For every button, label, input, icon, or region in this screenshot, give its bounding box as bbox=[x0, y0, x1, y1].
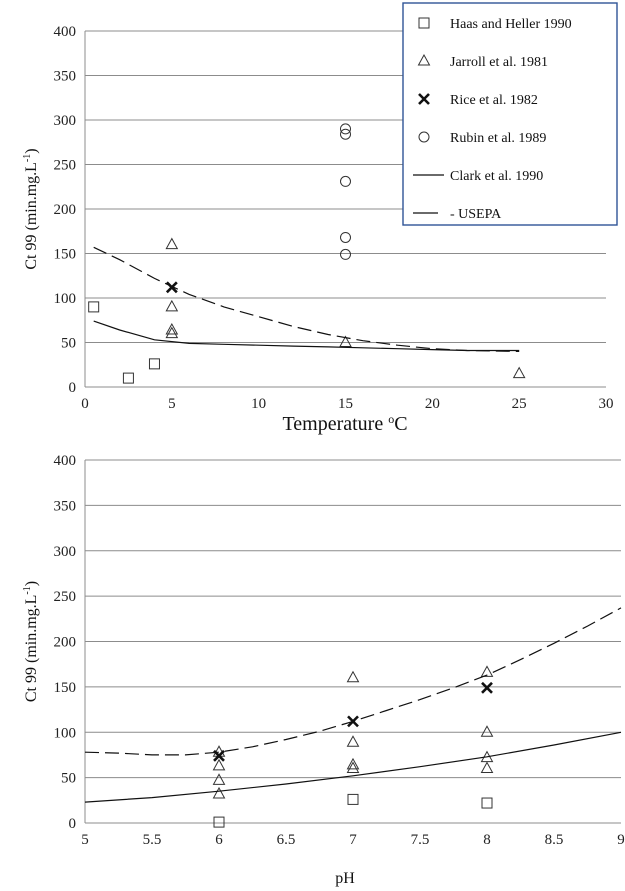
legend-haas-label: Haas and Heller 1990 bbox=[450, 17, 572, 32]
haas-point bbox=[347, 793, 359, 805]
temperature-chart: 0 50 100 150 200 250 300 350 400 0 5 10 15 20 25 30 Temp… bbox=[22, 24, 614, 435]
haas-point bbox=[122, 372, 134, 384]
y-tick-label: 0 bbox=[69, 816, 77, 832]
y-tick-label: 50 bbox=[61, 336, 76, 352]
jarroll-point bbox=[346, 735, 360, 747]
y-tick-label: 250 bbox=[54, 589, 77, 605]
rubin-point bbox=[340, 123, 351, 135]
usepa-curve bbox=[84, 607, 622, 756]
x-tick-label: 20 bbox=[425, 396, 440, 412]
y-tick-label: 150 bbox=[54, 247, 77, 263]
x-tick-label: 8.5 bbox=[545, 832, 564, 848]
legend-rubin-label: Rubin et al. 1989 bbox=[450, 131, 546, 146]
x-tick-label: 7.5 bbox=[411, 832, 430, 848]
x-tick-label: 6.5 bbox=[277, 832, 296, 848]
y-tick-label: 400 bbox=[54, 453, 77, 469]
x-tick-label: 30 bbox=[599, 396, 614, 412]
jarroll-point bbox=[165, 299, 179, 312]
x-tick-label: 8 bbox=[483, 832, 491, 848]
haas-point bbox=[213, 816, 225, 828]
jarroll-point bbox=[480, 761, 494, 774]
jarroll-point bbox=[165, 237, 179, 250]
rubin-point bbox=[340, 231, 351, 243]
jarroll-point bbox=[339, 335, 352, 347]
legend-usepa-label: - USEPA bbox=[450, 207, 502, 222]
x-tick-label: 6 bbox=[215, 832, 223, 848]
rubin-point bbox=[340, 175, 351, 187]
rice-point bbox=[165, 281, 178, 294]
x-axis-title: pH bbox=[335, 870, 355, 887]
y-tick-label: 400 bbox=[54, 24, 77, 40]
y-tick-label: 150 bbox=[54, 680, 77, 696]
legend-rice-label: Rice et al. 1982 bbox=[450, 93, 538, 108]
x-tick-label: 0 bbox=[81, 396, 89, 412]
jarroll-point bbox=[165, 326, 179, 339]
legend-jarroll-label: Jarroll et al. 1981 bbox=[450, 55, 548, 70]
x-tick-label: 5 bbox=[81, 832, 89, 848]
y-tick-label: 100 bbox=[54, 291, 77, 307]
y-axis-title: Ct 99 (min.mg.L-1) bbox=[22, 148, 40, 269]
x-tick-label: 7 bbox=[349, 832, 357, 848]
jarroll-point bbox=[480, 665, 494, 677]
jarroll-point bbox=[212, 773, 226, 785]
jarroll-point bbox=[480, 725, 494, 737]
jarroll-point bbox=[346, 761, 360, 774]
jarroll-point bbox=[165, 323, 179, 335]
y-tick-label: 200 bbox=[54, 635, 77, 651]
haas-point bbox=[88, 301, 100, 313]
x-tick-label: 5 bbox=[168, 396, 176, 412]
haas-point bbox=[481, 797, 493, 809]
jarroll-point bbox=[212, 758, 226, 771]
haas-point bbox=[148, 358, 160, 370]
rice-point bbox=[481, 681, 493, 694]
x-tick-label: 5.5 bbox=[143, 832, 162, 848]
clark-curve bbox=[84, 731, 622, 803]
x-tick-label: 10 bbox=[251, 396, 266, 412]
y-tick-label: 50 bbox=[61, 771, 76, 787]
y-tick-label: 100 bbox=[54, 725, 77, 741]
legend: Haas and Heller 1990 Jarroll et al. 1981 R… bbox=[402, 2, 618, 226]
ph-chart: 0 50 100 150 200 250 300 350 400 5 5.5 6 6.5 7 7.5 8 8.5… bbox=[22, 453, 625, 887]
y-tick-label: 300 bbox=[54, 544, 77, 560]
usepa-curve bbox=[93, 246, 520, 352]
y-tick-label: 0 bbox=[69, 380, 77, 396]
y-tick-label: 350 bbox=[54, 498, 77, 514]
jarroll-point bbox=[346, 670, 360, 683]
jarroll-point bbox=[212, 786, 226, 799]
y-tick-label: 200 bbox=[54, 202, 77, 218]
x-tick-label: 15 bbox=[338, 396, 353, 412]
legend-jarroll-marker bbox=[417, 53, 431, 66]
jarroll-point bbox=[346, 757, 360, 770]
x-tick-label: 25 bbox=[512, 396, 527, 412]
legend-haas-marker bbox=[418, 17, 430, 29]
y-tick-label: 300 bbox=[54, 113, 77, 129]
y-axis-title: Ct 99 (min.mg.L-1) bbox=[22, 581, 40, 702]
legend-box bbox=[402, 2, 618, 226]
legend-rubin-marker bbox=[418, 131, 430, 143]
x-tick-label: 9 bbox=[617, 832, 625, 848]
legend-rice-marker bbox=[418, 93, 430, 105]
legend-clark-label: Clark et al. 1990 bbox=[450, 169, 543, 184]
rubin-point bbox=[340, 128, 351, 140]
y-tick-label: 250 bbox=[54, 158, 77, 174]
clark-curve bbox=[93, 320, 520, 352]
rubin-point bbox=[340, 248, 351, 260]
jarroll-point bbox=[512, 366, 526, 379]
y-tick-label: 350 bbox=[54, 69, 77, 85]
x-axis-title: Temperature oC bbox=[282, 412, 407, 435]
